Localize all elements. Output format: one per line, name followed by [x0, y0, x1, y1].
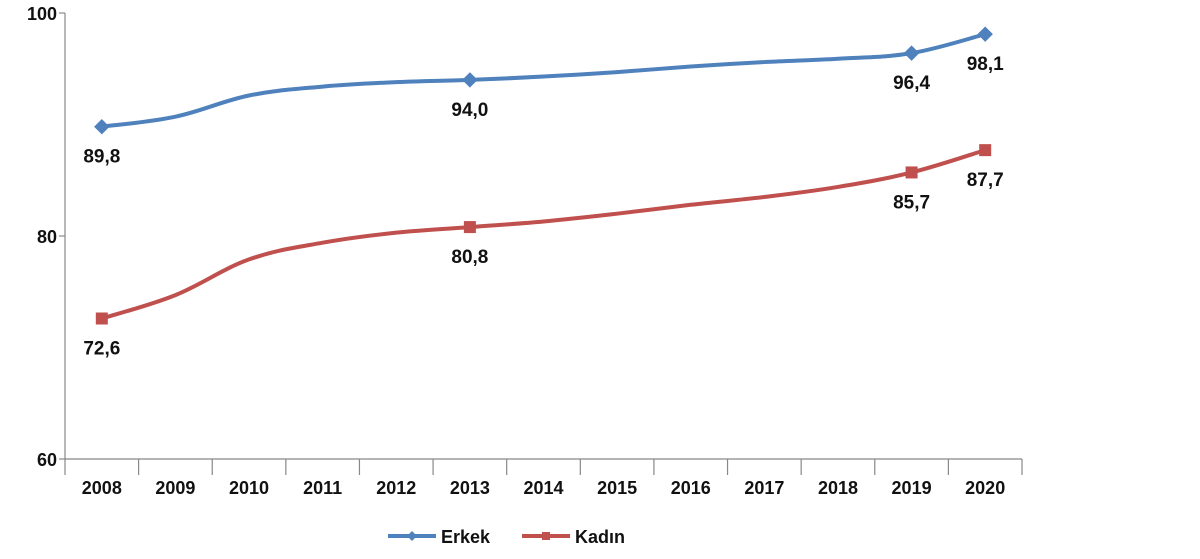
data-label: 98,1 [967, 54, 1004, 75]
data-point-marker [94, 119, 110, 135]
x-tick-label: 2013 [450, 478, 490, 498]
x-tick-label: 2014 [523, 478, 563, 498]
x-tick-label: 2009 [155, 478, 195, 498]
x-tick-label: 2008 [82, 478, 122, 498]
legend-swatch-marker [542, 532, 550, 540]
legend-swatch-marker [407, 531, 417, 541]
data-point-marker [905, 166, 918, 179]
data-label: 94,0 [451, 100, 488, 121]
data-labels: 89,8 94,0 96,4 98,1 72,6 80,8 85,7 87,7 [83, 54, 1004, 359]
series-layer [94, 26, 993, 325]
x-tick-label: 2012 [376, 478, 416, 498]
data-label: 96,4 [893, 73, 930, 94]
data-label: 89,8 [83, 147, 120, 168]
series-erkek [94, 26, 993, 135]
data-point-marker [903, 45, 920, 61]
legend-item-kad-n: Kadın [522, 527, 625, 547]
legend: Erkek Kadın [388, 527, 625, 547]
data-label: 87,7 [967, 170, 1004, 191]
axes: 60 80 100 2008 2009 2010 2011 2012 2013 2014 2015 2… [27, 4, 1023, 498]
x-tick-label: 2018 [818, 478, 858, 498]
x-tick-label: 2010 [229, 478, 269, 498]
data-point-marker [979, 144, 992, 157]
x-tick-label: 2020 [965, 478, 1005, 498]
x-tick-label: 2015 [597, 478, 637, 498]
y-tick-label: 60 [37, 450, 57, 470]
x-tick-label: 2011 [303, 478, 342, 498]
x-tick-label: 2019 [892, 478, 932, 498]
data-point-marker [95, 312, 108, 325]
x-tick-label: 2017 [744, 478, 784, 498]
legend-item-erkek: Erkek [388, 527, 491, 547]
data-point-marker [977, 26, 993, 42]
data-point-marker [462, 72, 478, 88]
x-tick-label: 2016 [671, 478, 711, 498]
series-line [99, 148, 988, 321]
legend-label: Kadın [575, 527, 625, 547]
series-line [99, 32, 988, 129]
data-label: 72,6 [83, 339, 120, 360]
series-kad-n [95, 144, 992, 325]
y-tick-label: 80 [37, 227, 57, 247]
data-label: 85,7 [893, 192, 930, 213]
legend-label: Erkek [441, 527, 491, 547]
y-tick-label: 100 [27, 4, 57, 24]
data-label: 80,8 [451, 247, 488, 268]
data-point-marker [463, 221, 476, 234]
